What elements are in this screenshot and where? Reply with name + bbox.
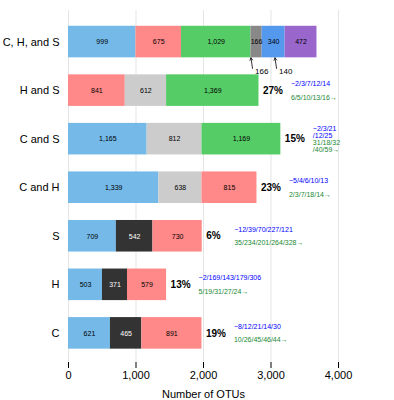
svg-text:812: 812 (169, 135, 181, 142)
svg-text:35/234/201/264/328→: 35/234/201/264/328→ (234, 239, 303, 246)
svg-text:27%: 27% (263, 85, 283, 96)
svg-text:C: C (52, 327, 60, 339)
svg-text:841: 841 (91, 87, 103, 94)
svg-text:3,000: 3,000 (257, 369, 285, 381)
svg-text:1,339: 1,339 (105, 184, 123, 191)
svg-text:5/19/31/27/24→: 5/19/31/27/24→ (199, 288, 249, 295)
svg-text:6/5/10/13/16→: 6/5/10/13/16→ (291, 94, 337, 101)
svg-text:472: 472 (295, 38, 307, 45)
svg-text:1,169: 1,169 (233, 135, 251, 142)
svg-text:612: 612 (140, 87, 152, 94)
svg-text:15%: 15% (285, 133, 305, 144)
svg-text:730: 730 (172, 233, 184, 240)
svg-text:23%: 23% (261, 182, 281, 193)
svg-text:−12/39/70/227/121: −12/39/70/227/121 (234, 226, 293, 233)
svg-text:815: 815 (224, 184, 236, 191)
svg-text:1,165: 1,165 (99, 135, 117, 142)
svg-text:2/3/7/18/14→: 2/3/7/18/14→ (289, 191, 331, 198)
svg-text:1,000: 1,000 (122, 369, 150, 381)
svg-text:675: 675 (153, 38, 165, 45)
svg-text:Number of OTUs: Number of OTUs (162, 388, 246, 400)
svg-text:621: 621 (84, 330, 96, 337)
svg-text:891: 891 (166, 330, 178, 337)
svg-text:1,369: 1,369 (204, 87, 222, 94)
svg-text:6%: 6% (206, 230, 221, 241)
svg-text:638: 638 (175, 184, 187, 191)
svg-text:C, H, and S: C, H, and S (3, 36, 60, 48)
svg-text:−2/169/143/179/306: −2/169/143/179/306 (199, 274, 262, 281)
svg-text:H and S: H and S (20, 84, 60, 96)
svg-text:13%: 13% (171, 279, 191, 290)
svg-text:−8/12/21/14/30: −8/12/21/14/30 (234, 323, 281, 330)
svg-text:−5/4/6/10/13: −5/4/6/10/13 (289, 177, 328, 184)
svg-text:S: S (52, 230, 59, 242)
svg-text:2,000: 2,000 (190, 369, 218, 381)
svg-text:C and H: C and H (19, 181, 59, 193)
svg-text:503: 503 (80, 281, 92, 288)
svg-text:579: 579 (141, 281, 153, 288)
svg-text:−2/3/21/12/25: −2/3/21/12/25 (313, 125, 337, 139)
svg-text:166: 166 (251, 38, 263, 45)
svg-text:166: 166 (255, 67, 269, 76)
svg-text:0: 0 (65, 369, 71, 381)
svg-text:−2/3/7/12/14: −2/3/7/12/14 (291, 80, 330, 87)
svg-text:1,029: 1,029 (207, 38, 225, 45)
svg-text:H: H (52, 278, 60, 290)
svg-text:4,000: 4,000 (325, 369, 353, 381)
svg-text:C and S: C and S (20, 133, 60, 145)
svg-text:10/26/45/46/44→: 10/26/45/46/44→ (234, 336, 288, 343)
svg-text:140: 140 (279, 67, 293, 76)
svg-text:19%: 19% (206, 328, 226, 339)
svg-text:542: 542 (129, 233, 141, 240)
svg-text:340: 340 (268, 38, 280, 45)
svg-text:371: 371 (109, 281, 121, 288)
svg-text:709: 709 (87, 233, 99, 240)
svg-text:999: 999 (96, 38, 108, 45)
svg-text:465: 465 (120, 330, 132, 337)
svg-text:31/18/32/40/59→: 31/18/32/40/59→ (313, 139, 340, 153)
